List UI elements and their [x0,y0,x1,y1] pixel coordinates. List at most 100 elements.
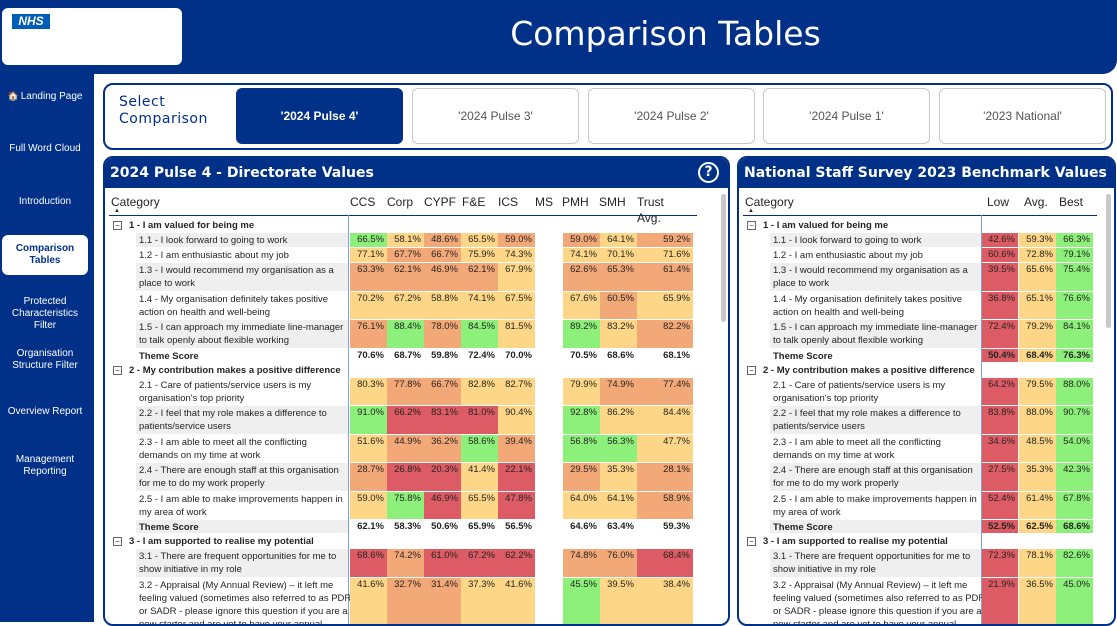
value-cell: 36.8% [982,292,1018,320]
theme-label: 2 - My contribution makes a positive dif… [763,364,975,377]
column-header[interactable]: Avg. [1024,194,1064,214]
question-label: 1.4 - My organisation definitely takes p… [139,293,347,319]
table-row: 3.2 - Appraisal (My Annual Review) – it … [105,578,693,626]
question-label: 2.3 - I am able to meet all the conflict… [139,436,347,462]
panel-title: National Staff Survey 2023 Benchmark Val… [744,165,1107,181]
value-cell: 22.1% [498,463,535,491]
column-header[interactable]: F&E [462,194,502,214]
value-cell [535,263,563,291]
table-row: 1.3 - I would recommend my organisation … [739,263,1093,292]
benchmark-values-header: National Staff Survey 2023 Benchmark Val… [739,158,1114,188]
sidebar-item-full-word-cloud[interactable]: Full Word Cloud [0,143,90,155]
value-cell: 50.4% [982,349,1018,362]
value-cell: 48.6% [424,233,461,247]
value-cell: 65.1% [1019,292,1056,320]
logo-box: NHS [2,8,182,65]
theme-header-row[interactable]: −2 - My contribution makes a positive di… [105,363,693,378]
theme-score-label: Theme Score [139,521,347,534]
table-scrollbar[interactable] [721,194,726,322]
value-cell: 83.2% [600,320,637,348]
question-label: 2.1 - Care of patients/service users is … [773,379,980,405]
sidebar-item-organisation-structure-filter[interactable]: Organisation Structure Filter [0,348,90,372]
sidebar-item-overview-report[interactable]: Overview Report [0,406,90,418]
collapse-icon[interactable]: − [747,366,756,375]
value-cell: 62.1% [461,263,498,291]
question-label: 2.2 - I feel that my role makes a differ… [773,407,980,433]
value-cell: 78.0% [424,320,461,348]
value-cell: 44.9% [387,435,424,463]
collapse-icon[interactable]: − [747,221,756,230]
value-cell: 66.3% [1056,233,1093,247]
sidebar-item-landing-page[interactable]: 🏠Landing Page [0,90,90,103]
question-label: 3.1 - There are frequent opportunities f… [139,550,347,576]
value-cell: 58.3% [387,520,424,533]
directorate-values-header: 2024 Pulse 4 - Directorate Values ? [105,158,728,188]
label-line: action on health and well-being [139,306,347,319]
theme-label: 2 - My contribution makes a positive dif… [129,364,341,377]
value-cell: 46.9% [424,492,461,520]
table-row: 1.5 - I can approach my immediate line-m… [739,320,1093,349]
collapse-icon[interactable]: − [113,366,122,375]
select-comparison-label: Select Comparison [119,94,209,128]
label-line: organisation's top priority [773,392,980,405]
theme-header-row[interactable]: −2 - My contribution makes a positive di… [739,363,1093,378]
sidebar-item-management-reporting[interactable]: Management Reporting [0,454,90,478]
help-icon[interactable]: ? [698,162,719,183]
sidebar-item-comparison-tables[interactable]: Comparison Tables [2,235,88,275]
collapse-icon[interactable]: − [113,537,122,546]
value-cell: 72.3% [982,549,1018,577]
value-cell: 67.8% [1056,492,1093,520]
collapse-icon[interactable]: − [113,221,122,230]
question-label: 2.5 - I am able to make improvements hap… [139,493,347,519]
value-cell: 75.8% [387,492,424,520]
label-line: Theme Score [139,521,347,534]
compare-option-button[interactable]: '2023 National' [939,88,1106,144]
sort-ascending-icon: ▲ [748,208,754,214]
sidebar-item-protected-characteristics-filter[interactable]: Protected Characteristics Filter [0,296,90,332]
value-cell: 67.5% [498,292,535,320]
value-cell: 79.5% [1019,378,1056,406]
column-header[interactable]: PMH [562,194,602,214]
theme-header-row[interactable]: −3 - I am supported to realise my potent… [105,534,693,549]
column-header[interactable]: CYPF [424,194,464,214]
collapse-icon[interactable]: − [747,537,756,546]
theme-header-row[interactable]: −1 - I am valued for being me [105,218,693,233]
value-cell: 64.0% [563,492,600,520]
value-cell: 61.0% [424,549,461,577]
value-cell: 82.8% [461,378,498,406]
value-cell: 66.2% [387,406,424,434]
theme-header-row[interactable]: −3 - I am supported to realise my potent… [739,534,1093,549]
theme-header-row[interactable]: −1 - I am valued for being me [739,218,1093,233]
label-line: 2.1 - Care of patients/service users is … [773,379,980,392]
value-cell: 81.0% [461,406,498,434]
column-header[interactable]: Trust Avg. [637,194,677,214]
column-header[interactable]: Best [1059,194,1099,214]
compare-option-button[interactable]: '2024 Pulse 4' [236,88,403,144]
value-cell: 74.3% [498,248,535,262]
sidebar-item-label: Landing Page [21,91,83,102]
table-row: 2.4 - There are enough staff at this org… [739,463,1093,492]
compare-option-button[interactable]: '2024 Pulse 1' [763,88,930,144]
theme-label: 1 - I am valued for being me [763,219,888,232]
column-header[interactable]: CCS [350,194,390,214]
nhs-logo: NHS [12,14,50,29]
value-cell: 76.1% [350,320,387,348]
theme-score-label: Theme Score [773,350,980,363]
value-cell: 67.6% [563,292,600,320]
compare-option-button[interactable]: '2024 Pulse 3' [412,88,579,144]
column-header[interactable]: SMH [599,194,639,214]
table-scrollbar[interactable] [1106,194,1111,328]
column-header[interactable]: Low [987,194,1027,214]
compare-option-button[interactable]: '2024 Pulse 2' [588,88,755,144]
home-icon: 🏠 [8,91,19,101]
select-comparison-panel: Select Comparison '2024 Pulse 4''2024 Pu… [103,83,1113,150]
value-cell: 27.5% [982,463,1018,491]
column-header[interactable]: ICS [498,194,538,214]
value-cell: 61.4% [1019,492,1056,520]
column-header[interactable]: Corp [387,194,427,214]
sidebar-item-introduction[interactable]: Introduction [0,196,90,208]
label-line: to talk openly about flexible working [139,334,347,347]
value-cell: 47.8% [498,492,535,520]
label-line: 2.2 - I feel that my role makes a differ… [773,407,980,420]
